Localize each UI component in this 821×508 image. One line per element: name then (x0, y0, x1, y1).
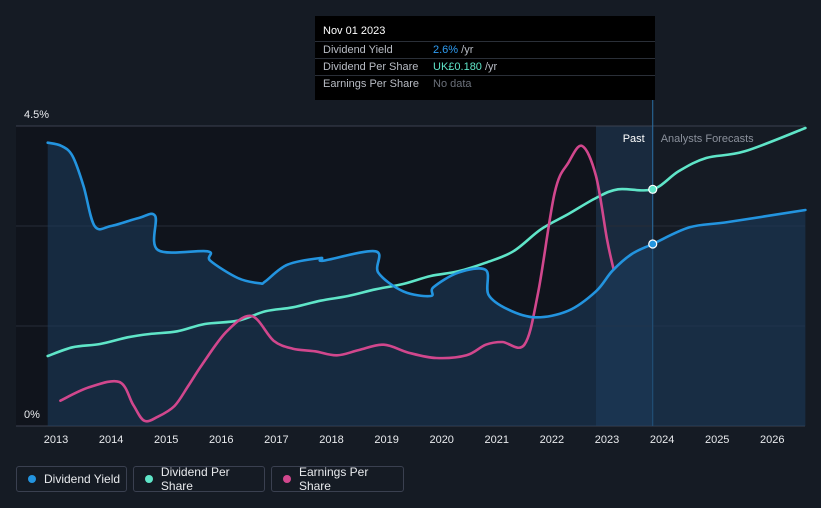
tooltip-date: Nov 01 2023 (323, 25, 386, 37)
legend-label: Dividend Per Share (160, 465, 230, 493)
tooltip-value: No data (433, 78, 472, 90)
x-tick-label: 2022 (540, 434, 564, 446)
legend-dividend-per-share[interactable]: Dividend Per Share (133, 465, 265, 493)
x-tick-label: 2019 (374, 434, 398, 446)
x-tick-label: 2013 (44, 434, 68, 446)
x-tick-label: 2023 (595, 434, 619, 446)
past-label: Past (623, 133, 645, 145)
tooltip-label: Dividend Per Share (323, 61, 419, 73)
earnings-per-share-line (59, 144, 615, 423)
tooltip-row-dividend-per-share: Dividend Per Share UK£0.180 /yr (315, 58, 655, 76)
tooltip-label: Earnings Per Share (323, 78, 419, 90)
legend-dividend-yield[interactable]: Dividend Yield (16, 466, 127, 492)
legend-earnings-per-share[interactable]: Earnings Per Share (271, 465, 404, 493)
x-tick-label: 2020 (429, 434, 453, 446)
legend-dot-icon (283, 475, 291, 483)
x-tick-label: 2016 (209, 434, 233, 446)
tooltip-unit: /yr (458, 44, 474, 56)
legend-dot-icon (145, 475, 153, 483)
legend-label: Dividend Yield (44, 472, 121, 486)
y-axis-top-label: 4.5% (24, 109, 49, 121)
tooltip-value: 2.6% /yr (433, 44, 473, 56)
dividend-yield-marker (648, 239, 658, 249)
x-tick-label: 2025 (705, 434, 729, 446)
x-tick-label: 2021 (485, 434, 509, 446)
dividend-yield-area (47, 142, 806, 426)
x-tick-label: 2017 (264, 434, 288, 446)
dividend-per-share-line (46, 126, 807, 358)
tooltip-value-text: No data (433, 78, 472, 90)
legend-dot-icon (28, 475, 36, 483)
hover-tooltip: Nov 01 2023 Dividend Yield 2.6% /yr Divi… (315, 16, 655, 100)
tooltip-value-text: 2.6% (433, 44, 459, 56)
y-axis-bottom-label: 0% (24, 409, 40, 421)
x-tick-label: 2018 (319, 434, 343, 446)
tooltip-row-dividend-yield: Dividend Yield 2.6% /yr (315, 41, 655, 59)
dividend-per-share-marker (648, 184, 658, 194)
forecast-label: Analysts Forecasts (661, 133, 754, 145)
dividend-yield-line (46, 141, 807, 319)
x-tick-label: 2026 (760, 434, 784, 446)
tooltip-label: Dividend Yield (323, 44, 393, 56)
x-tick-label: 2024 (650, 434, 674, 446)
tooltip-row-earnings-per-share: Earnings Per Share No data (315, 75, 655, 93)
x-tick-label: 2015 (154, 434, 178, 446)
tooltip-unit: /yr (481, 61, 498, 73)
x-tick-label: 2014 (99, 434, 123, 446)
legend-label: Earnings Per Share (298, 465, 369, 493)
tooltip-value-text: UK£0.180 (433, 61, 482, 73)
tooltip-value: UK£0.180 /yr (433, 61, 497, 73)
